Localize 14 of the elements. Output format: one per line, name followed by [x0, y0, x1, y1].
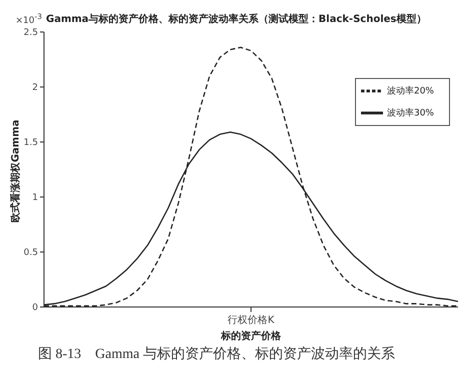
y-axis-title: 欧式看涨期权Gamma [9, 120, 22, 222]
legend-label: 波动率30% [386, 108, 434, 118]
legend-label: 波动率20% [386, 86, 434, 96]
x-axis-title: 标的资产价格 [220, 330, 282, 342]
y-tick-label: 0.5 [24, 248, 38, 258]
y-tick-label: 1.5 [24, 138, 38, 148]
y-tick-label: 2 [32, 83, 38, 94]
y-tick-label: 2.5 [24, 28, 38, 38]
chart-title: Gamma与标的资产价格、标的资产波动率关系（测试模型：Black-Scholes模型） [46, 12, 426, 26]
text: ×10$^{-3}$ [16, 12, 42, 26]
y-tick-label: 0 [32, 303, 38, 314]
x-tick-label: 行权价格K [228, 314, 275, 326]
caption: 图 8-13 Gamma 与标的资产价格、标的资产波动率的关系 [38, 347, 395, 362]
y-tick-label: 1 [32, 193, 38, 204]
